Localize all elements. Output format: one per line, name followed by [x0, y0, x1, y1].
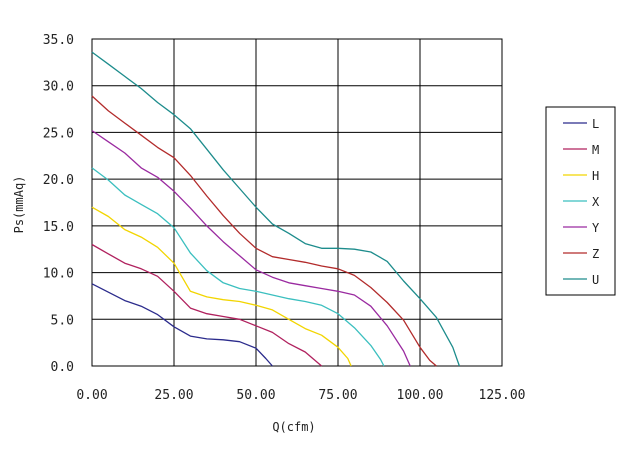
grid [91, 38, 503, 367]
x-axis-label: Q(cfm) [272, 420, 315, 434]
y-tick-label: 30.0 [43, 80, 74, 95]
series-line-Y [91, 130, 411, 367]
series-line-X [91, 167, 385, 367]
legend-label-Y: Y [592, 221, 600, 235]
legend-label-Z: Z [592, 247, 599, 261]
plot-frame [91, 38, 503, 367]
series-line-M [91, 243, 323, 367]
series-line-H [91, 206, 352, 367]
y-tick-label: 10.0 [43, 267, 74, 282]
legend-label-M: M [592, 143, 599, 157]
x-tick-label: 25.00 [154, 388, 193, 403]
series-group [91, 51, 461, 367]
y-tick-labels: 0.0 5.0 10.0 15.0 20.0 25.0 30.0 35.0 [43, 33, 74, 375]
x-tick-label: 125.00 [479, 388, 526, 403]
legend-label-H: H [592, 169, 599, 183]
series-line-Z [91, 95, 437, 367]
y-tick-label: 35.0 [43, 33, 74, 48]
y-tick-label: 20.0 [43, 173, 74, 188]
legend-label-L: L [592, 117, 599, 131]
x-tick-label: 75.00 [318, 388, 357, 403]
y-tick-label: 5.0 [51, 313, 74, 328]
y-tick-label: 25.0 [43, 126, 74, 141]
series-line-L [91, 283, 273, 367]
legend-label-X: X [592, 195, 600, 209]
series-line-U [91, 51, 461, 367]
x-tick-label: 100.00 [397, 388, 444, 403]
x-tick-labels: 0.00 25.00 50.00 75.00 100.00 125.00 [76, 388, 525, 403]
y-tick-label: 15.0 [43, 220, 74, 235]
y-tick-label: 0.0 [51, 360, 74, 375]
legend-label-U: U [592, 273, 599, 287]
y-axis-label: Ps(mmAq) [12, 176, 26, 234]
x-tick-label: 0.00 [76, 388, 107, 403]
x-tick-label: 50.00 [236, 388, 275, 403]
